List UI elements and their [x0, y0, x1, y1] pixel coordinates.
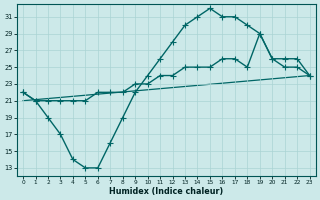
X-axis label: Humidex (Indice chaleur): Humidex (Indice chaleur): [109, 187, 223, 196]
